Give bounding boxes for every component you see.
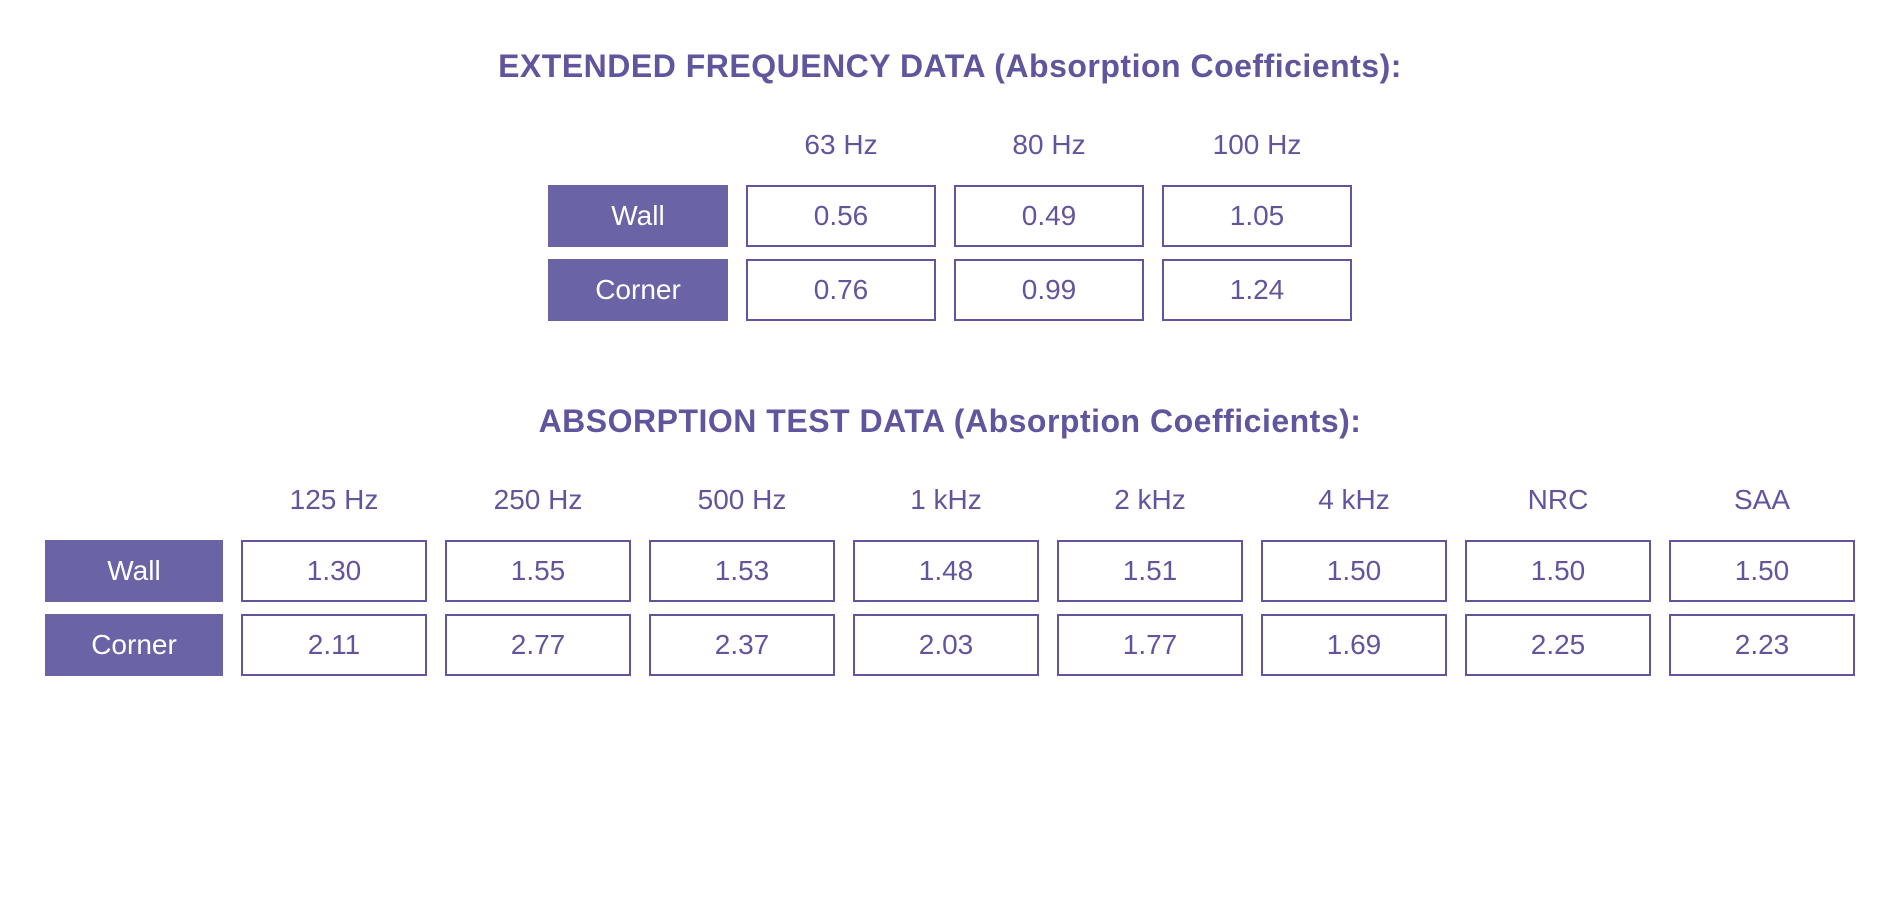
table2-cell: 1.77 [1057, 614, 1243, 676]
table2-cell: 1.53 [649, 540, 835, 602]
table2-col-header: 250 Hz [445, 480, 631, 520]
table2-cell: 1.69 [1261, 614, 1447, 676]
table2-cell: 1.50 [1465, 540, 1651, 602]
table2-header-blank [45, 480, 223, 520]
table-row: Wall 0.56 0.49 1.05 [548, 185, 1352, 247]
table1-cell: 1.24 [1162, 259, 1352, 321]
table1-row-label-corner: Corner [548, 259, 728, 321]
table2-cell: 1.51 [1057, 540, 1243, 602]
table2-cell: 2.77 [445, 614, 631, 676]
table2-col-header: 500 Hz [649, 480, 835, 520]
table2-cell: 1.30 [241, 540, 427, 602]
table2-col-header: 125 Hz [241, 480, 427, 520]
table2-cell: 2.37 [649, 614, 835, 676]
table2-col-header: SAA [1669, 480, 1855, 520]
table2-cell: 2.23 [1669, 614, 1855, 676]
table1-header-blank [548, 125, 728, 165]
table1-col-header: 100 Hz [1162, 125, 1352, 165]
extended-frequency-table: 63 Hz 80 Hz 100 Hz Wall 0.56 0.49 1.05 C… [548, 125, 1352, 333]
table2-cell: 2.11 [241, 614, 427, 676]
table2-col-header: 2 kHz [1057, 480, 1243, 520]
table2-col-header: 1 kHz [853, 480, 1039, 520]
absorption-test-table: 125 Hz 250 Hz 500 Hz 1 kHz 2 kHz 4 kHz N… [45, 480, 1855, 688]
table1-header-row: 63 Hz 80 Hz 100 Hz [548, 125, 1352, 165]
table2-row-label-wall: Wall [45, 540, 223, 602]
table2-cell: 1.48 [853, 540, 1039, 602]
table2-cell: 1.55 [445, 540, 631, 602]
table1-cell: 0.99 [954, 259, 1144, 321]
table2-col-header: NRC [1465, 480, 1651, 520]
table1-cell: 0.49 [954, 185, 1144, 247]
table-row: Wall 1.30 1.55 1.53 1.48 1.51 1.50 1.50 … [45, 540, 1855, 602]
table1-cell: 0.76 [746, 259, 936, 321]
table2-cell: 2.03 [853, 614, 1039, 676]
table1-col-header: 63 Hz [746, 125, 936, 165]
table2-row-label-corner: Corner [45, 614, 223, 676]
table-row: Corner 0.76 0.99 1.24 [548, 259, 1352, 321]
table2-col-header: 4 kHz [1261, 480, 1447, 520]
table2-header-row: 125 Hz 250 Hz 500 Hz 1 kHz 2 kHz 4 kHz N… [45, 480, 1855, 520]
table2-cell: 2.25 [1465, 614, 1651, 676]
table1-row-label-wall: Wall [548, 185, 728, 247]
table1-title: EXTENDED FREQUENCY DATA (Absorption Coef… [498, 48, 1402, 85]
table1-col-header: 80 Hz [954, 125, 1144, 165]
table1-cell: 1.05 [1162, 185, 1352, 247]
table1-cell: 0.56 [746, 185, 936, 247]
table2-title: ABSORPTION TEST DATA (Absorption Coeffic… [539, 403, 1362, 440]
table2-cell: 1.50 [1261, 540, 1447, 602]
table2-cell: 1.50 [1669, 540, 1855, 602]
table-row: Corner 2.11 2.77 2.37 2.03 1.77 1.69 2.2… [45, 614, 1855, 676]
